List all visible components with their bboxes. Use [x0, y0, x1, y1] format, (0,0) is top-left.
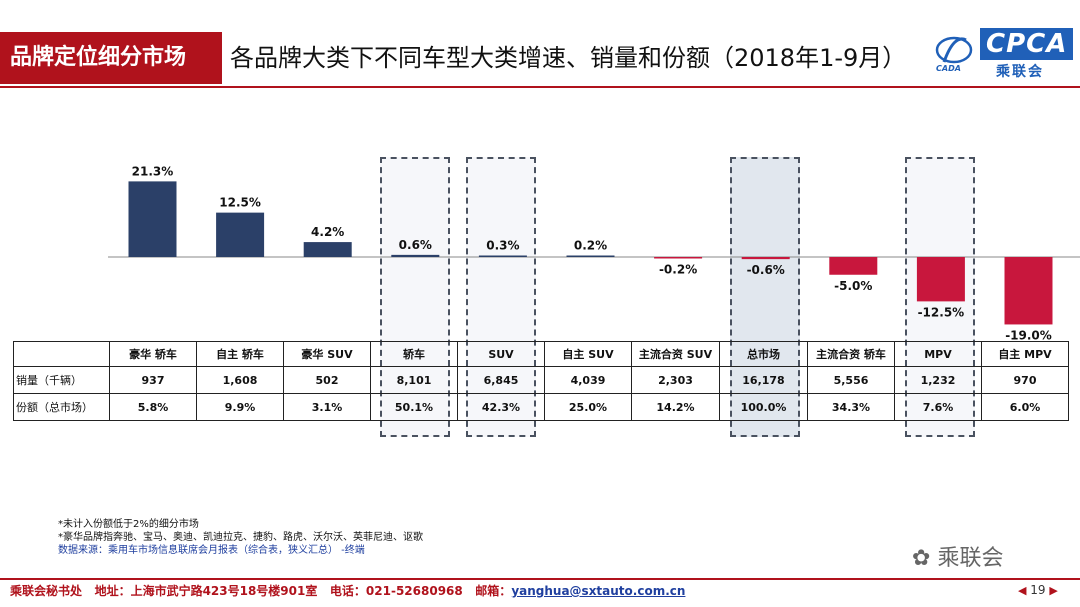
column-header-10: MPV — [894, 341, 982, 367]
page-title: 各品牌大类下不同车型大类增速、销量和份额（2018年1-9月） — [230, 44, 907, 72]
table-cell: 25.0% — [544, 393, 632, 421]
table-cell: 4,039 — [544, 366, 632, 394]
bar-5 — [478, 255, 527, 257]
footer-email-link[interactable]: yanghua@sxtauto.com.cn — [511, 584, 686, 598]
next-page-icon[interactable]: ▶ — [1049, 584, 1058, 597]
table-cell: 9.9% — [196, 393, 284, 421]
table-cell: 8,101 — [370, 366, 458, 394]
column-header-3: 豪华 SUV — [283, 341, 371, 367]
column-header-7: 主流合资 SUV — [631, 341, 720, 367]
bar-2 — [216, 212, 265, 257]
watermark-text: 乘联会 — [937, 546, 1004, 571]
table-cell: 50.1% — [370, 393, 458, 421]
bar-6 — [566, 255, 615, 257]
table-cell: 14.2% — [631, 393, 720, 421]
table-cell: 6.0% — [981, 393, 1069, 421]
data-source: 数据来源：乘用车市场信息联席会月报表（综合表，狭义汇总） -终端 — [58, 545, 365, 556]
bar-9 — [829, 257, 878, 275]
bar-label-5: 0.3% — [486, 239, 519, 253]
row-label-share: 份额（总市场） — [13, 393, 110, 421]
bar-3 — [303, 242, 352, 257]
footnote-2: *豪华品牌指奔驰、宝马、奥迪、凯迪拉克、捷豹、路虎、沃尔沃、英菲尼迪、讴歌 — [58, 532, 423, 543]
column-header-2: 自主 轿车 — [196, 341, 284, 367]
column-header-6: 自主 SUV — [544, 341, 632, 367]
table-cell: 1,608 — [196, 366, 284, 394]
table-row-sales: 销量（千辆） 937 1,608 502 8,101 6,845 4,039 2,303 16… — [13, 366, 1069, 394]
table-header-row: 豪华 轿车 自主 轿车 豪华 SUV 轿车 SUV 自主 SUV 主流合资 SUV 总市场 主流… — [13, 341, 1069, 367]
row-label-sales: 销量（千辆） — [13, 366, 110, 394]
table-cell: 6,845 — [457, 366, 545, 394]
table-cell: 937 — [109, 366, 197, 394]
table-cell: 34.3% — [807, 393, 895, 421]
pager: ◀ 19 ▶ — [1018, 583, 1058, 597]
logo-text: CPCA — [980, 28, 1074, 60]
table-cell: 16,178 — [719, 366, 808, 394]
table-cell: 42.3% — [457, 393, 545, 421]
cada-logo-icon: CADA — [935, 36, 973, 72]
bar-label-1: 21.3% — [132, 164, 174, 178]
column-header-9: 主流合资 轿车 — [807, 341, 895, 367]
logo-subtitle: 乘联会 — [996, 64, 1044, 80]
bar-10 — [916, 257, 965, 302]
bar-label-10: -12.5% — [918, 305, 965, 319]
footnotes: *未计入份额低于2%的细分市场 *豪华品牌指奔驰、宝马、奥迪、凯迪拉克、捷豹、路… — [58, 518, 423, 557]
table-corner-cell — [13, 341, 110, 367]
wechat-icon: ✿ — [912, 546, 931, 571]
bar-4 — [391, 254, 440, 257]
table-cell: 502 — [283, 366, 371, 394]
svg-text:CADA: CADA — [936, 64, 961, 72]
table-cell: 2,303 — [631, 366, 720, 394]
data-table: 豪华 轿车 自主 轿车 豪华 SUV 轿车 SUV 自主 SUV 主流合资 SUV 总市场 主流… — [13, 341, 1069, 421]
bar-8 — [741, 257, 790, 260]
column-header-5: SUV — [457, 341, 545, 367]
bar-label-7: -0.2% — [659, 263, 697, 277]
table-cell: 1,232 — [894, 366, 982, 394]
growth-bar-chart: 21.3% 12.5% 4.2% 0.6% 0.3% 0.2% -0.2% -0.6% -5.0… — [108, 164, 1080, 340]
column-header-1: 豪华 轿车 — [109, 341, 197, 367]
footer-email-label: 邮箱： — [475, 584, 512, 598]
footer-divider — [0, 578, 1080, 580]
bar-label-8: -0.6% — [747, 263, 785, 277]
table-row-share: 份额（总市场） 5.8% 9.9% 3.1% 50.1% 42.3% 25.0% 14.2%… — [13, 393, 1069, 421]
bar-label-9: -5.0% — [834, 279, 872, 293]
header-divider — [0, 86, 1080, 88]
wechat-watermark: ✿ 乘联会 — [912, 540, 1003, 572]
bar-1 — [128, 181, 177, 257]
column-header-8: 总市场 — [719, 341, 808, 367]
prev-page-icon[interactable]: ◀ — [1018, 584, 1027, 597]
footer-address: 地址：上海市武宁路423号18号楼901室 — [94, 584, 318, 598]
bar-7 — [654, 257, 703, 259]
table-cell: 100.0% — [719, 393, 808, 421]
table-cell: 970 — [981, 366, 1069, 394]
section-tag: 品牌定位细分市场 — [0, 32, 222, 84]
table-cell: 5.8% — [109, 393, 197, 421]
bar-label-4: 0.6% — [399, 238, 432, 252]
footer-org: 乘联会秘书处 — [10, 584, 83, 598]
table-cell: 3.1% — [283, 393, 371, 421]
bar-label-6: 0.2% — [574, 239, 607, 253]
table-cell: 5,556 — [807, 366, 895, 394]
bar-11 — [1004, 257, 1053, 325]
column-header-4: 轿车 — [370, 341, 458, 367]
footnote-1: *未计入份额低于2%的细分市场 — [58, 519, 199, 530]
cpca-logo: CADA CPCA 乘联会 — [934, 28, 1074, 80]
bar-label-2: 12.5% — [219, 196, 261, 210]
page-number: 19 — [1030, 583, 1046, 597]
table-cell: 7.6% — [894, 393, 982, 421]
column-header-11: 自主 MPV — [981, 341, 1069, 367]
bar-label-3: 4.2% — [311, 225, 344, 239]
footer: 乘联会秘书处 地址：上海市武宁路423号18号楼901室 电话：021-5268… — [10, 582, 685, 599]
bar-label-11: -19.0% — [1005, 328, 1052, 340]
footer-phone: 电话：021-52680968 — [329, 584, 463, 598]
